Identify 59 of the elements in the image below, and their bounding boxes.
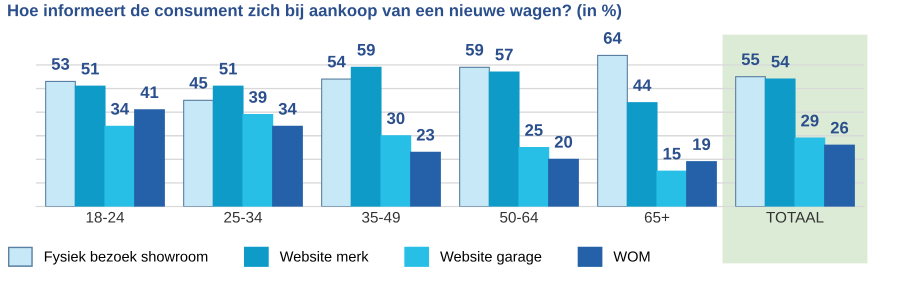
data-label: 54	[328, 56, 346, 68]
bar	[459, 66, 490, 207]
x-tick-label: 50-64	[500, 212, 538, 223]
bar	[518, 147, 550, 207]
legend-label: Website garage	[440, 250, 542, 265]
x-tick-label: TOTAAL	[766, 212, 824, 223]
data-label: 57	[495, 48, 513, 60]
data-label: 59	[466, 44, 484, 56]
legend-label: WOM	[613, 251, 650, 262]
bar	[488, 71, 520, 207]
bar	[321, 78, 352, 207]
data-label: 29	[801, 114, 818, 126]
bar	[735, 76, 766, 207]
bar	[626, 102, 658, 207]
x-tick-label: 65+	[644, 212, 670, 223]
data-label: 30	[386, 112, 404, 124]
data-label: 51	[219, 62, 237, 75]
data-label: 25	[525, 124, 543, 136]
data-label: 51	[81, 62, 99, 75]
data-label: 45	[189, 77, 208, 89]
legend-label: Fysiek bezoek showroom	[44, 250, 208, 265]
data-label: 20	[554, 136, 572, 148]
bar	[794, 138, 826, 207]
chart-title: Hoe informeert de consument zich bij aankoop van een nieuwe wagen? (in %)	[8, 4, 622, 20]
bar	[824, 144, 855, 207]
data-label: 19	[693, 138, 710, 150]
bar	[242, 114, 274, 207]
legend-label: Website merk	[280, 250, 369, 262]
data-label: 41	[140, 86, 158, 98]
x-tick-label: 25-34	[224, 212, 262, 223]
data-label: 39	[248, 91, 266, 103]
bar	[380, 135, 412, 207]
bar	[656, 170, 688, 207]
bar	[183, 100, 214, 207]
data-label: 15	[664, 148, 681, 160]
data-label: 54	[771, 56, 790, 68]
bar	[686, 161, 717, 207]
bar	[597, 54, 628, 207]
bar	[45, 80, 76, 207]
data-label: 55	[742, 53, 760, 66]
data-label: 23	[416, 128, 434, 141]
bar	[764, 78, 796, 207]
data-label: 34	[278, 102, 297, 115]
bar	[74, 86, 106, 207]
bar	[410, 152, 441, 207]
data-label: 59	[357, 44, 375, 56]
data-label: 64	[604, 32, 622, 44]
data-label: 26	[830, 122, 848, 134]
x-tick-label: 18-24	[86, 212, 124, 223]
bar	[134, 109, 165, 207]
x-tick-label: 35-49	[362, 212, 400, 223]
data-label: 53	[52, 58, 70, 70]
data-label: 44	[633, 79, 652, 91]
bar	[350, 66, 382, 207]
bar	[104, 126, 136, 207]
bar	[548, 158, 579, 207]
bar	[272, 126, 303, 207]
data-label: 34	[110, 102, 130, 115]
bar	[212, 86, 244, 207]
